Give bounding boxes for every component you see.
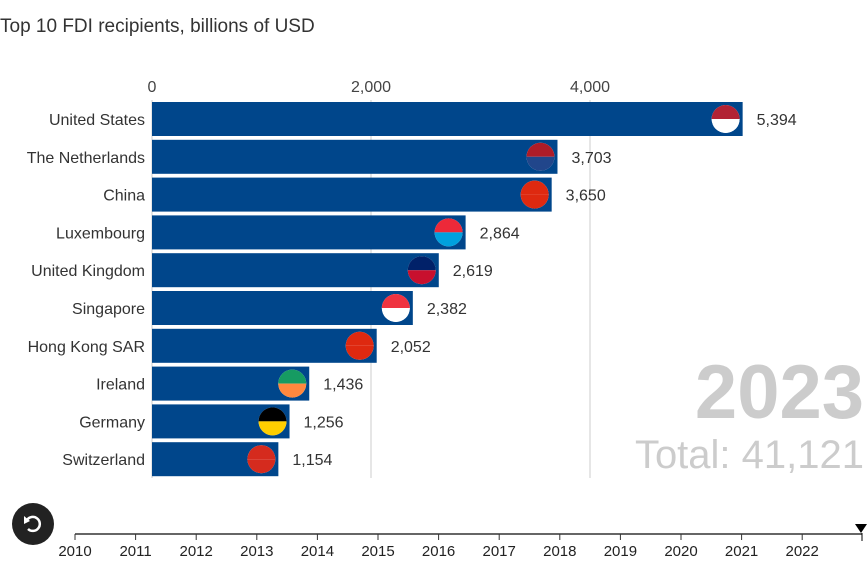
category-label: United Kingdom xyxy=(31,263,145,280)
category-label: United States xyxy=(49,112,145,129)
us-flag-top xyxy=(711,105,740,119)
category-label: Germany xyxy=(79,414,145,431)
timeline-year[interactable]: 2022 xyxy=(786,543,819,560)
value-label: 2,619 xyxy=(453,263,493,280)
nl-flag-top xyxy=(526,142,555,157)
replay-button[interactable] xyxy=(12,503,54,545)
timeline-year[interactable]: 2019 xyxy=(604,543,637,560)
timeline-handle[interactable] xyxy=(855,524,867,533)
bar xyxy=(152,253,439,288)
replay-icon-arrow xyxy=(24,516,30,524)
sg-flag-top xyxy=(381,294,410,308)
value-label: 1,436 xyxy=(323,377,363,394)
timeline-year[interactable]: 2016 xyxy=(422,543,455,560)
bar xyxy=(152,215,466,250)
timeline-year[interactable]: 2021 xyxy=(725,543,758,560)
category-label: Switzerland xyxy=(62,452,145,469)
value-label: 3,703 xyxy=(571,150,611,167)
category-label: Hong Kong SAR xyxy=(28,339,145,356)
timeline-year[interactable]: 2015 xyxy=(361,543,394,560)
total-label: Total: 41,121 xyxy=(635,433,864,477)
value-label: 1,256 xyxy=(304,414,344,431)
timeline-year[interactable]: 2018 xyxy=(543,543,576,560)
timeline-year[interactable]: 2014 xyxy=(301,543,334,560)
value-label: 2,382 xyxy=(427,301,467,318)
nl-flag-bottom xyxy=(526,156,555,171)
gb-flag-top xyxy=(407,256,436,271)
category-label: Singapore xyxy=(72,301,145,318)
chart-title: Top 10 FDI recipients, billions of USD xyxy=(0,16,315,37)
de-flag-top xyxy=(258,407,287,422)
lu-flag-bottom xyxy=(434,232,463,247)
timeline-year[interactable]: 2017 xyxy=(483,543,516,560)
replay-icon[interactable] xyxy=(25,515,42,533)
ie-flag-top xyxy=(278,369,307,384)
x-tick-label: 0 xyxy=(148,79,157,96)
year-label: 2023 xyxy=(695,350,864,435)
value-label: 2,052 xyxy=(391,339,431,356)
category-label: Luxembourg xyxy=(56,225,145,242)
category-label: Ireland xyxy=(96,377,145,394)
timeline-year[interactable]: 2011 xyxy=(119,543,151,560)
value-label: 3,650 xyxy=(566,188,606,205)
x-tick-label: 2,000 xyxy=(351,79,391,96)
sg-flag-bottom xyxy=(381,308,410,323)
bar xyxy=(152,102,743,136)
bar xyxy=(152,177,552,212)
ch-flag-bottom xyxy=(247,459,276,474)
category-label: The Netherlands xyxy=(27,150,145,167)
de-flag-bottom xyxy=(258,421,287,436)
timeline-year[interactable]: 2010 xyxy=(58,543,91,560)
bar xyxy=(152,291,413,325)
ie-flag-bottom xyxy=(278,383,307,398)
category-label: China xyxy=(103,188,145,205)
bar xyxy=(152,328,377,363)
value-label: 5,394 xyxy=(757,112,797,129)
cn-flag-bottom xyxy=(520,194,549,209)
timeline-year[interactable]: 2020 xyxy=(664,543,697,560)
hk-flag-bottom xyxy=(345,345,374,360)
value-label: 2,864 xyxy=(480,225,520,242)
value-label: 1,154 xyxy=(292,452,332,469)
ch-flag-top xyxy=(247,445,276,460)
hk-flag-top xyxy=(345,331,374,346)
cn-flag-top xyxy=(520,180,549,195)
us-flag-bottom xyxy=(711,119,740,133)
bar xyxy=(152,139,558,174)
lu-flag-top xyxy=(434,218,463,233)
timeline-year[interactable]: 2013 xyxy=(240,543,273,560)
gb-flag-bottom xyxy=(407,270,436,285)
timeline-year[interactable]: 2012 xyxy=(180,543,213,560)
x-tick-label: 4,000 xyxy=(570,79,610,96)
